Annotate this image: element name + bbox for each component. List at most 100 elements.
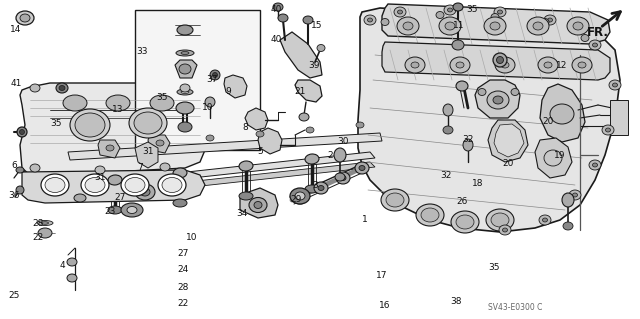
- Ellipse shape: [108, 206, 122, 214]
- Ellipse shape: [16, 11, 34, 25]
- Ellipse shape: [421, 208, 439, 222]
- Polygon shape: [382, 4, 610, 44]
- Text: 22: 22: [177, 299, 189, 308]
- Ellipse shape: [452, 40, 464, 50]
- Ellipse shape: [70, 109, 110, 141]
- Ellipse shape: [493, 96, 503, 104]
- Ellipse shape: [106, 145, 114, 151]
- Ellipse shape: [75, 113, 105, 137]
- Text: 19: 19: [554, 151, 566, 160]
- Text: 20: 20: [502, 159, 514, 167]
- Text: 40: 40: [270, 35, 282, 44]
- Polygon shape: [358, 8, 620, 232]
- Polygon shape: [295, 80, 322, 102]
- Ellipse shape: [444, 5, 456, 15]
- Polygon shape: [488, 120, 528, 162]
- Ellipse shape: [541, 19, 549, 26]
- Ellipse shape: [543, 218, 547, 222]
- Ellipse shape: [303, 16, 313, 24]
- Text: 25: 25: [8, 292, 20, 300]
- Text: 36: 36: [8, 191, 20, 201]
- Ellipse shape: [491, 213, 509, 227]
- Ellipse shape: [544, 62, 552, 68]
- Ellipse shape: [278, 14, 288, 22]
- Ellipse shape: [544, 150, 562, 166]
- Ellipse shape: [486, 209, 514, 231]
- Text: 10: 10: [202, 102, 214, 112]
- Text: 41: 41: [10, 78, 22, 87]
- Ellipse shape: [386, 193, 404, 207]
- Text: 24: 24: [177, 265, 189, 275]
- Ellipse shape: [394, 7, 406, 17]
- Text: 9: 9: [225, 86, 231, 95]
- Text: 29: 29: [291, 196, 301, 204]
- Text: 34: 34: [236, 209, 248, 218]
- Ellipse shape: [367, 18, 372, 22]
- Ellipse shape: [129, 108, 167, 138]
- Polygon shape: [175, 60, 197, 78]
- Polygon shape: [382, 42, 610, 80]
- Ellipse shape: [293, 192, 307, 204]
- Text: 16: 16: [380, 301, 391, 310]
- Text: 6: 6: [11, 161, 17, 170]
- Ellipse shape: [181, 51, 189, 55]
- Polygon shape: [98, 140, 120, 158]
- Text: 10: 10: [186, 233, 198, 241]
- Ellipse shape: [487, 91, 509, 109]
- Polygon shape: [68, 162, 375, 200]
- Ellipse shape: [562, 193, 574, 207]
- Ellipse shape: [162, 177, 182, 192]
- Text: 14: 14: [10, 26, 22, 34]
- Ellipse shape: [150, 95, 174, 111]
- Text: 28: 28: [177, 284, 189, 293]
- Ellipse shape: [502, 228, 508, 232]
- Ellipse shape: [297, 196, 303, 201]
- Text: 23: 23: [104, 206, 116, 216]
- Ellipse shape: [456, 215, 474, 229]
- Text: 4: 4: [59, 261, 65, 270]
- Text: 11: 11: [453, 20, 465, 29]
- Ellipse shape: [572, 57, 592, 73]
- Ellipse shape: [318, 186, 324, 190]
- Ellipse shape: [359, 166, 365, 170]
- Ellipse shape: [135, 184, 155, 200]
- Ellipse shape: [106, 95, 130, 111]
- Ellipse shape: [533, 22, 543, 30]
- Text: 18: 18: [472, 180, 484, 189]
- Ellipse shape: [411, 62, 419, 68]
- Text: 8: 8: [242, 123, 248, 132]
- Ellipse shape: [160, 163, 170, 171]
- Ellipse shape: [156, 140, 164, 146]
- Ellipse shape: [573, 193, 577, 197]
- Ellipse shape: [290, 188, 310, 204]
- Ellipse shape: [539, 215, 551, 225]
- Text: 7: 7: [137, 164, 143, 173]
- Polygon shape: [68, 133, 382, 160]
- Ellipse shape: [20, 14, 30, 22]
- Ellipse shape: [30, 164, 40, 172]
- Text: 1: 1: [362, 214, 368, 224]
- Text: 17: 17: [376, 271, 388, 279]
- Ellipse shape: [605, 128, 611, 132]
- Text: 13: 13: [112, 106, 124, 115]
- Text: 27: 27: [115, 194, 125, 203]
- Polygon shape: [224, 75, 247, 98]
- Text: FR.: FR.: [587, 26, 609, 39]
- Polygon shape: [245, 108, 268, 130]
- Ellipse shape: [41, 174, 69, 196]
- Ellipse shape: [436, 11, 444, 19]
- Ellipse shape: [463, 139, 473, 151]
- Ellipse shape: [573, 22, 583, 30]
- Ellipse shape: [108, 175, 122, 185]
- Ellipse shape: [314, 182, 328, 194]
- Ellipse shape: [456, 62, 464, 68]
- Text: 35: 35: [156, 93, 168, 102]
- Polygon shape: [240, 188, 278, 218]
- Ellipse shape: [547, 18, 552, 22]
- Ellipse shape: [381, 19, 389, 26]
- Ellipse shape: [178, 122, 192, 132]
- Ellipse shape: [493, 53, 507, 67]
- Ellipse shape: [602, 125, 614, 135]
- Text: 31: 31: [142, 147, 154, 157]
- Ellipse shape: [416, 204, 444, 226]
